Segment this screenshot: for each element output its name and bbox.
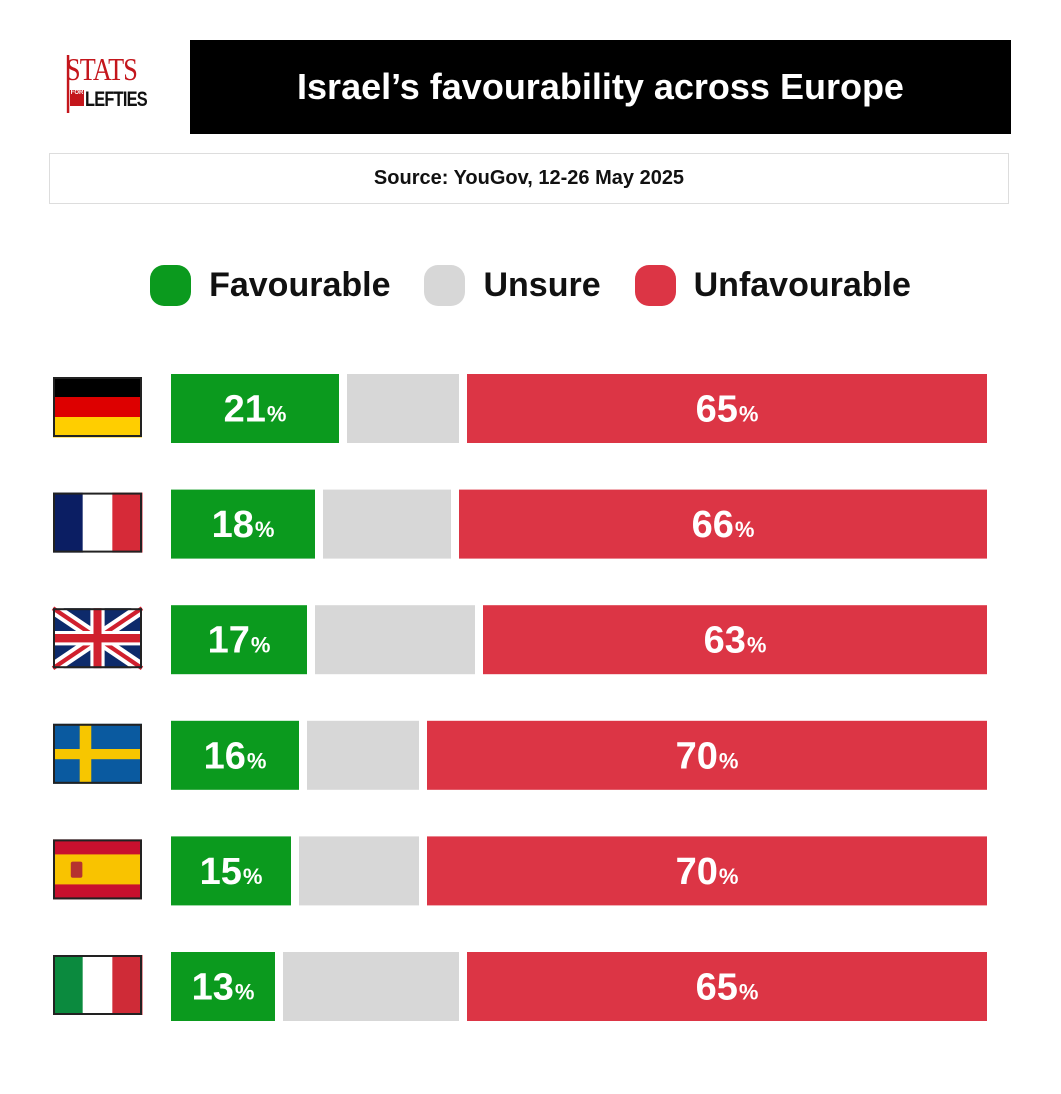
- spain-flag-icon: [53, 839, 142, 900]
- bar-unsure-sweden: [307, 720, 419, 790]
- logo-stats-text: STATS: [66, 51, 138, 113]
- bar-favourable-sweden: [171, 720, 299, 790]
- stats-for-lefties-logo: STATS FOR LEFTIES: [66, 52, 161, 118]
- sweden-flag-icon: [53, 723, 142, 784]
- data-label-unfavourable-sweden: 70%: [676, 735, 739, 777]
- logo-lefties-text: LEFTIES: [85, 88, 148, 111]
- germany-flag-icon: [53, 377, 142, 438]
- legend-item-unfavourable: Unfavourable: [634, 264, 911, 306]
- title-banner: Israel’s favourability across Europe: [190, 40, 1011, 134]
- data-label-unfavourable-united-kingdom: 63%: [704, 620, 767, 662]
- data-label-unfavourable-spain: 70%: [676, 851, 739, 893]
- logo-for-badge: FOR: [70, 90, 84, 106]
- legend: Favourable Unsure Unfavourable: [0, 262, 1061, 308]
- bar-favourable-italy: [171, 952, 275, 1021]
- legend-item-unsure: Unsure: [424, 264, 601, 306]
- bar-favourable-spain: [171, 836, 291, 906]
- bar-unsure-united-kingdom: [315, 605, 475, 675]
- data-label-favourable-spain: 15%: [200, 851, 263, 893]
- data-label-favourable-france: 18%: [212, 504, 275, 546]
- data-label-unfavourable-france: 66%: [692, 504, 755, 546]
- legend-swatch-unsure: [424, 264, 466, 306]
- legend-swatch-unfavourable: [634, 264, 676, 306]
- legend-label-unsure: Unsure: [483, 265, 601, 304]
- source-text: Source: YouGov, 12-26 May 2025: [373, 167, 685, 189]
- bar-unfavourable-france: [459, 489, 987, 559]
- data-label-favourable-sweden: 16%: [204, 735, 267, 777]
- source-box: Source: YouGov, 12-26 May 2025: [49, 153, 1009, 204]
- data-label-unfavourable-germany: 65%: [696, 389, 759, 431]
- bar-favourable-germany: [171, 374, 339, 443]
- data-label-favourable-germany: 21%: [224, 389, 287, 431]
- legend-swatch-favourable: [150, 264, 192, 306]
- bar-unfavourable-sweden: [427, 720, 987, 790]
- bar-favourable-united-kingdom: [171, 605, 307, 675]
- italy-flag-icon: [53, 955, 143, 1015]
- bar-unfavourable-germany: [467, 374, 987, 443]
- data-label-favourable-united-kingdom: 17%: [208, 620, 271, 662]
- bar-unsure-italy: [283, 952, 459, 1021]
- data-label-unfavourable-italy: 65%: [696, 967, 759, 1009]
- chart-title: Israel’s favourability across Europe: [297, 66, 904, 107]
- bar-unfavourable-spain: [427, 836, 987, 906]
- bar-unsure-france: [323, 489, 451, 559]
- france-flag-icon: [53, 492, 143, 553]
- bar-unfavourable-united-kingdom: [483, 605, 987, 675]
- legend-label-favourable: Favourable: [209, 265, 391, 304]
- bar-unsure-spain: [299, 836, 419, 906]
- data-label-favourable-italy: 13%: [192, 967, 255, 1009]
- uk-flag-icon: [49, 603, 146, 674]
- legend-label-unfavourable: Unfavourable: [693, 265, 911, 304]
- bar-unsure-germany: [347, 374, 459, 443]
- legend-item-favourable: Favourable: [150, 264, 391, 306]
- bar-unfavourable-italy: [467, 952, 987, 1021]
- bar-favourable-france: [171, 489, 315, 559]
